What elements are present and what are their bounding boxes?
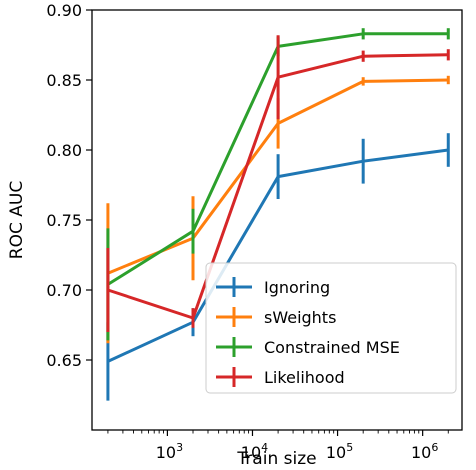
y-tick-label: 0.85 xyxy=(46,71,82,90)
x-axis-label: Train size xyxy=(236,449,316,469)
x-tick-label: 104 xyxy=(241,441,268,462)
legend-box xyxy=(205,262,457,394)
legend-item: Ignoring xyxy=(216,277,330,297)
series-layer xyxy=(106,28,450,401)
legend-label: Likelihood xyxy=(264,368,345,387)
legend: Ignoring sWeights Constrained MSE Likelihoo… xyxy=(205,262,457,394)
y-tick-label: 0.80 xyxy=(46,141,82,160)
legend-label: Ignoring xyxy=(264,278,330,297)
legend-item: Likelihood xyxy=(216,367,345,387)
legend-label: sWeights xyxy=(264,308,336,327)
x-tick-label: 106 xyxy=(411,441,438,462)
y-tick-label: 0.75 xyxy=(46,211,82,230)
legend-item: sWeights xyxy=(216,307,336,327)
legend-item: Constrained MSE xyxy=(216,337,400,357)
y-tick-label: 0.65 xyxy=(46,351,82,370)
x-tick-label: 103 xyxy=(156,441,183,462)
x-tick-label: 105 xyxy=(326,441,353,462)
legend-label: Constrained MSE xyxy=(264,338,400,357)
series-ignoring xyxy=(106,133,450,401)
y-tick-label: 0.70 xyxy=(46,281,82,300)
y-tick-label: 0.90 xyxy=(46,1,82,20)
axes-layer: 0.65 0.70 0.75 0.80 0.85 0.90 103 104 105 106 xyxy=(46,1,449,462)
y-axis-label: ROC AUC xyxy=(7,181,27,259)
series-likelihood xyxy=(106,35,450,332)
